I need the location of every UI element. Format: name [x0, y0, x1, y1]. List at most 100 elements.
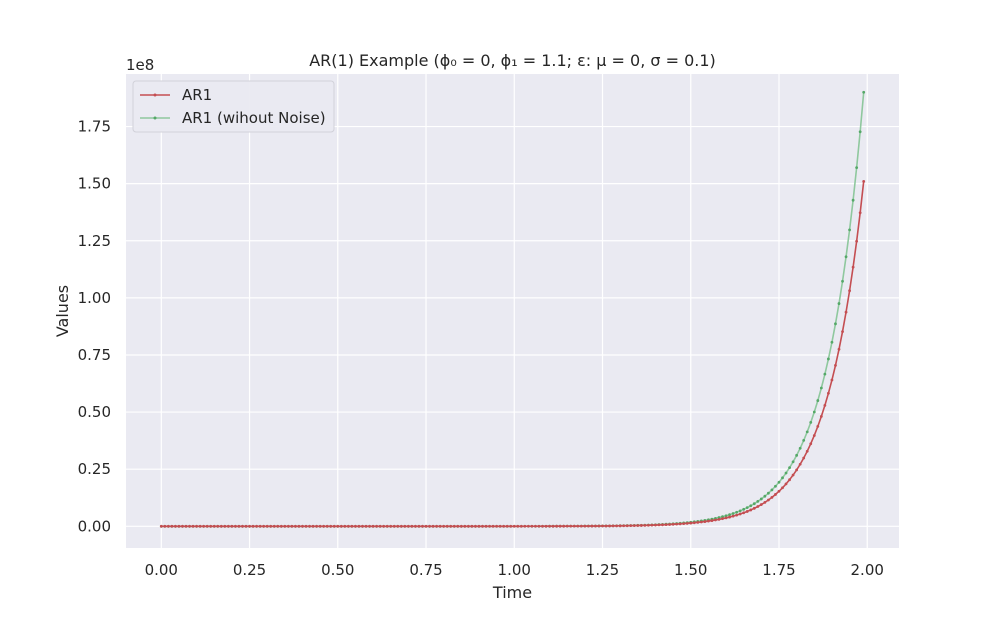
data-point — [756, 505, 760, 508]
data-point — [382, 524, 386, 528]
data-point — [777, 489, 781, 493]
data-point — [611, 524, 615, 528]
data-point — [703, 520, 707, 523]
data-point — [325, 524, 329, 528]
data-point — [332, 524, 336, 528]
data-point — [661, 523, 664, 527]
data-point — [449, 524, 453, 528]
data-point — [237, 524, 241, 528]
data-point — [745, 506, 749, 510]
y-tick-label: 1.25 — [78, 232, 111, 250]
legend-label-ar1-without-noise: AR1 (wihout Noise) — [182, 109, 326, 127]
data-point — [827, 357, 830, 361]
data-point — [735, 510, 739, 514]
data-point — [752, 502, 756, 506]
data-point — [823, 372, 827, 376]
data-point — [756, 500, 760, 503]
data-point — [205, 524, 209, 528]
data-point — [159, 524, 163, 528]
data-point — [534, 524, 537, 528]
data-point — [177, 524, 181, 528]
data-point — [230, 524, 234, 528]
data-point — [657, 523, 661, 527]
data-point — [375, 524, 379, 528]
data-point — [166, 524, 170, 528]
x-tick-label: 0.00 — [145, 561, 178, 579]
data-point — [512, 524, 516, 528]
data-point — [812, 434, 816, 437]
data-point — [749, 508, 753, 512]
data-point — [742, 507, 746, 511]
data-point — [389, 524, 393, 528]
data-point — [851, 265, 855, 269]
data-point — [269, 524, 273, 528]
data-point — [717, 517, 721, 521]
data-point — [174, 524, 177, 528]
legend-label-ar1: AR1 — [182, 86, 212, 104]
data-point — [562, 524, 566, 528]
data-point — [361, 524, 364, 528]
data-point — [671, 522, 675, 526]
data-point — [788, 466, 791, 470]
data-point — [184, 524, 188, 528]
y-tick-label: 0.75 — [78, 346, 111, 364]
x-ticks: 0.00 0.25 0.50 0.75 1.00 1.25 1.50 1.75 2.00 — [145, 561, 884, 579]
data-point — [445, 524, 449, 528]
data-point — [735, 513, 739, 517]
x-tick-label: 1.75 — [762, 561, 795, 579]
data-point — [763, 494, 767, 498]
data-point — [848, 228, 851, 232]
data-point — [170, 524, 174, 528]
x-tick-label: 0.50 — [321, 561, 354, 579]
data-point — [844, 310, 848, 314]
data-point — [848, 289, 851, 293]
data-point — [841, 330, 844, 333]
data-point — [625, 524, 629, 528]
data-point — [586, 524, 590, 528]
data-point — [841, 279, 844, 283]
data-point — [202, 524, 206, 528]
data-point — [767, 498, 770, 502]
data-point — [654, 523, 657, 527]
data-point — [844, 255, 848, 259]
data-point — [251, 524, 255, 528]
data-point — [438, 524, 442, 528]
data-point — [191, 524, 195, 528]
data-point — [244, 524, 248, 528]
data-point — [414, 524, 417, 528]
data-point — [456, 524, 460, 528]
x-tick-label: 2.00 — [851, 561, 884, 579]
data-point — [752, 506, 756, 510]
data-point — [802, 439, 806, 442]
y-tick-label: 0.50 — [78, 403, 111, 421]
data-point — [498, 524, 502, 528]
legend: AR1 AR1 (wihout Noise) — [132, 80, 335, 133]
data-point — [378, 524, 382, 528]
data-point — [837, 302, 841, 305]
data-point — [523, 524, 527, 528]
data-point — [692, 521, 696, 525]
x-tick-label: 0.75 — [409, 561, 442, 579]
data-point — [759, 497, 763, 501]
data-point — [424, 524, 428, 528]
data-point — [530, 524, 534, 528]
data-point — [798, 446, 802, 450]
data-point — [452, 524, 456, 528]
data-point — [791, 460, 795, 464]
data-point — [699, 520, 703, 524]
data-point — [837, 347, 841, 351]
data-point — [466, 524, 470, 528]
data-point — [812, 410, 816, 414]
data-point — [265, 524, 269, 528]
data-point — [858, 211, 862, 215]
data-point — [188, 524, 191, 528]
data-point — [406, 524, 410, 528]
data-point — [759, 503, 763, 506]
data-point — [421, 524, 424, 528]
data-point — [784, 482, 788, 486]
data-point — [329, 524, 333, 528]
data-point — [216, 524, 220, 528]
data-point — [399, 524, 403, 528]
data-point — [777, 480, 781, 484]
data-point — [678, 522, 682, 526]
